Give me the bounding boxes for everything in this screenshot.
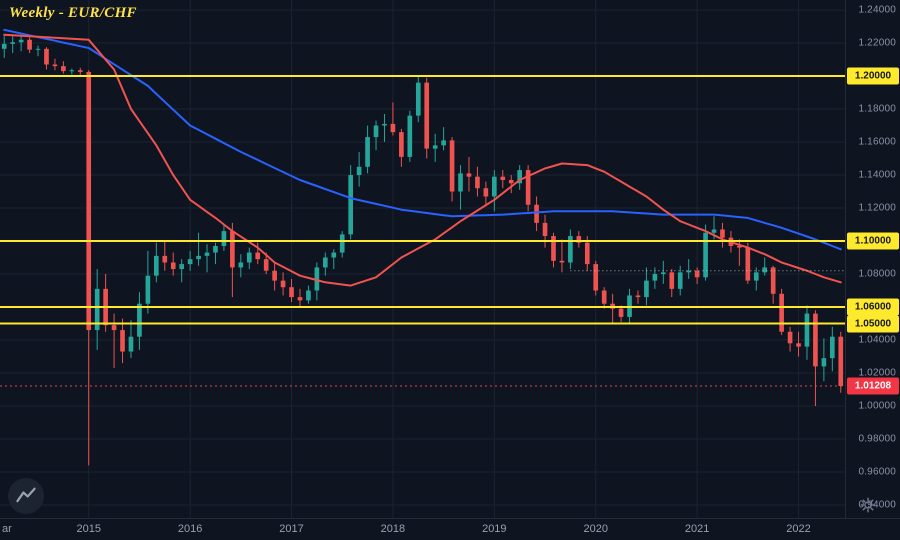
price-tick-label: 0.94000: [858, 499, 896, 511]
chart-plot-area[interactable]: Weekly - EUR/CHF: [0, 0, 845, 518]
price-tick-label: 1.22000: [858, 37, 896, 49]
price-tick-label: 1.04000: [858, 334, 896, 346]
price-tick-label: 1.00000: [858, 400, 896, 412]
ma-red-line[interactable]: [3, 33, 842, 287]
price-axis[interactable]: 1.24000 1.22000 1.18000 1.16000 1.14000 1.120…: [845, 0, 900, 518]
chart-settings-gear-icon[interactable]: [860, 497, 876, 513]
price-tick-label: 1.08000: [858, 268, 896, 280]
time-tick-label: 2021: [684, 523, 710, 535]
price-level-badge: 1.05000: [847, 315, 899, 332]
price-tick-label: 1.14000: [858, 169, 896, 181]
price-tick-label: 1.02000: [858, 367, 896, 379]
price-level-badge: 1.10000: [847, 232, 899, 250]
price-tick-label: 0.96000: [858, 466, 896, 478]
tradingview-logo-icon: [16, 487, 36, 503]
price-level-badge: 1.06000: [847, 298, 899, 316]
price-tick-label: 1.16000: [858, 136, 896, 148]
time-tick-label: 2022: [786, 523, 811, 535]
ma-blue-line[interactable]: [3, 28, 842, 251]
grid: [0, 0, 845, 518]
time-tick-label: 2018: [380, 523, 406, 535]
time-tick-label: 2015: [76, 523, 101, 535]
price-level-badge: 1.20000: [847, 67, 899, 85]
chart-canvas: [0, 0, 845, 518]
chart-title: Weekly - EUR/CHF: [9, 5, 137, 21]
time-axis[interactable]: ar 2015 2016 2017 2018 2019 2020 2021 2022: [0, 518, 900, 540]
last-price-badge: 1.01208: [847, 377, 899, 395]
time-tick-label: ar: [2, 523, 12, 535]
price-tick-label: 0.98000: [858, 433, 896, 445]
time-tick-label: 2020: [583, 523, 608, 535]
time-tick-label: 2016: [177, 523, 203, 535]
tradingview-logo[interactable]: [8, 478, 44, 514]
time-tick-label: 2019: [482, 523, 507, 535]
time-tick-label: 2017: [279, 523, 304, 535]
price-tick-label: 1.12000: [858, 202, 896, 214]
price-tick-label: 1.24000: [858, 4, 896, 16]
price-tick-label: 1.18000: [858, 103, 896, 115]
